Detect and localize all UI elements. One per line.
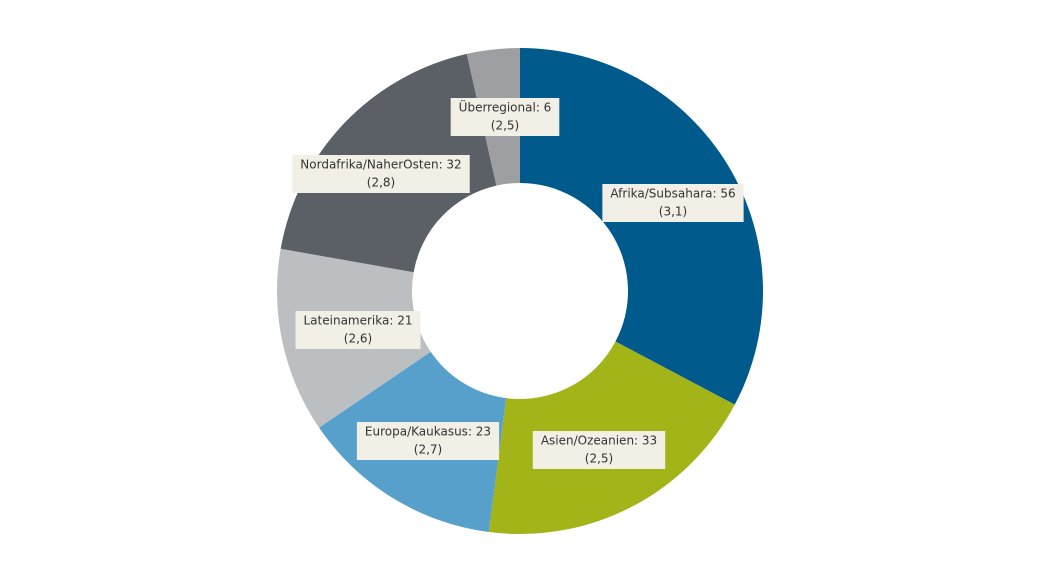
data-label: Überregional: 6 (2,5): [450, 98, 560, 136]
data-label: Europa/Kaukasus: 23 (2,7): [356, 422, 500, 460]
label-note: (2,6): [344, 332, 372, 346]
label-note: (2,5): [585, 452, 613, 466]
label-box: [450, 98, 560, 136]
label-text: Afrika/Subsahara: 56: [610, 187, 735, 201]
label-note: (2,8): [367, 176, 395, 190]
label-text: Lateinamerika: 21: [304, 314, 413, 328]
label-box: [532, 431, 666, 469]
label-note: (3,1): [659, 205, 687, 219]
label-text: Überregional: 6: [459, 99, 552, 115]
label-box: [602, 184, 744, 222]
label-box: [292, 155, 470, 193]
label-text: Europa/Kaukasus: 23: [365, 425, 491, 439]
data-label: Afrika/Subsahara: 56 (3,1): [602, 184, 744, 222]
data-label: Nordafrika/NaherOsten: 32 (2,8): [292, 155, 470, 193]
donut-slice: [520, 48, 763, 405]
label-text: Asien/Ozeanien: 33: [541, 434, 657, 448]
label-text: Nordafrika/NaherOsten: 32: [300, 158, 461, 172]
data-label: Asien/Ozeanien: 33 (2,5): [532, 431, 666, 469]
label-box: [356, 422, 500, 460]
label-note: (2,5): [491, 119, 519, 133]
label-note: (2,7): [414, 443, 442, 457]
label-box: [295, 311, 421, 349]
data-label: Lateinamerika: 21 (2,6): [295, 311, 421, 349]
